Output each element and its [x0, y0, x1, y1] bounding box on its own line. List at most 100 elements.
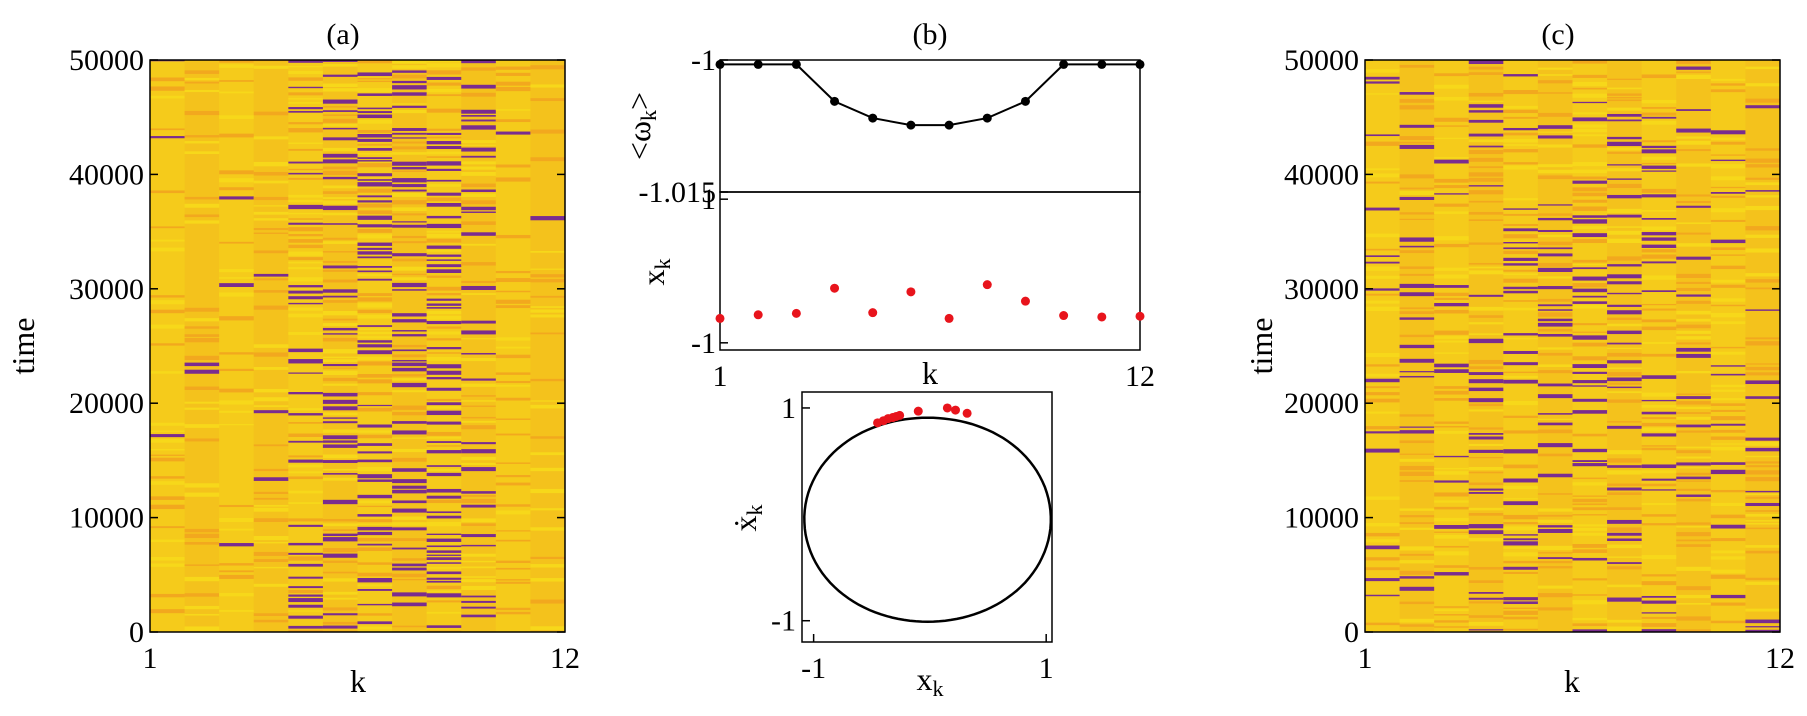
heat-stripe: [1399, 196, 1435, 200]
heat-stripe: [1468, 592, 1504, 594]
heat-stripe: [1434, 292, 1470, 297]
heat-stripe: [1503, 552, 1539, 557]
x-tick-label: 1: [713, 360, 728, 393]
heat-stripe: [184, 369, 220, 374]
heat-stripe: [1676, 140, 1712, 145]
heat-stripe: [1572, 295, 1608, 298]
heat-stripe: [1641, 464, 1677, 469]
heat-stripe: [1641, 326, 1677, 331]
heat-stripe: [150, 295, 186, 298]
panel-a-x-ticks: 1 12: [143, 642, 581, 675]
heat-stripe: [322, 176, 358, 180]
heat-column: [288, 60, 324, 632]
heat-stripe: [1434, 363, 1470, 368]
heat-stripe: [392, 362, 428, 367]
heat-stripe: [288, 233, 324, 237]
heat-stripe: [288, 251, 324, 256]
heat-stripe: [288, 227, 324, 232]
heat-stripe: [1468, 100, 1504, 103]
heat-stripe: [1607, 352, 1643, 357]
heat-stripe: [1468, 513, 1504, 516]
heat-stripe: [426, 132, 462, 135]
heat-stripe: [1710, 416, 1746, 421]
heat-stripe: [288, 285, 324, 288]
heat-stripe: [1641, 341, 1677, 344]
heat-stripe: [426, 311, 462, 315]
heat-stripe: [392, 378, 428, 381]
heat-stripe: [1676, 416, 1712, 420]
heat-stripe: [1641, 194, 1677, 198]
heat-stripe: [495, 418, 531, 420]
heat-stripe: [1572, 239, 1608, 244]
heat-stripe: [1607, 527, 1643, 532]
heat-stripe: [1399, 283, 1435, 288]
heat-stripe: [426, 307, 462, 309]
heat-stripe: [1537, 364, 1573, 367]
heat-stripe: [1468, 306, 1504, 311]
heat-stripe: [530, 309, 565, 313]
heat-stripe: [253, 171, 289, 176]
heat-stripe: [1745, 226, 1780, 231]
heat-stripe: [253, 367, 289, 370]
heat-stripe: [322, 137, 358, 141]
heat-stripe: [1745, 158, 1780, 163]
heat-stripe: [1572, 144, 1608, 148]
heat-stripe: [461, 400, 497, 402]
panel-a-frame: [149, 59, 566, 633]
heat-stripe: [392, 500, 428, 504]
heat-stripe: [357, 293, 393, 297]
heat-stripe: [150, 343, 186, 346]
heat-stripe: [1503, 208, 1539, 210]
heat-stripe: [1503, 464, 1539, 469]
heat-stripe: [288, 408, 324, 411]
heat-stripe: [1434, 455, 1470, 458]
heat-stripe: [1641, 503, 1677, 506]
heat-stripe: [288, 433, 324, 437]
heat-stripe: [1641, 616, 1677, 619]
heat-stripe: [1365, 81, 1401, 84]
heat-stripe: [253, 136, 289, 140]
heat-stripe: [1676, 222, 1712, 225]
heat-stripe: [426, 593, 462, 598]
heat-stripe: [1537, 347, 1573, 350]
heat-stripe: [1399, 344, 1435, 349]
heat-stripe: [1537, 519, 1573, 523]
heat-stripe: [392, 489, 428, 494]
x-tick-label: 12: [1125, 360, 1155, 393]
y-tick-label: 10000: [69, 502, 144, 535]
heat-stripe: [1745, 182, 1780, 186]
heat-stripe: [1607, 450, 1643, 455]
heat-stripe: [1572, 117, 1608, 122]
heat-stripe: [1745, 493, 1780, 495]
heat-stripe: [495, 131, 531, 135]
heat-stripe: [357, 138, 393, 142]
heat-stripe: [1468, 333, 1504, 336]
heat-stripe: [1537, 80, 1573, 84]
heat-column: [150, 60, 186, 632]
heat-stripe: [1537, 413, 1573, 415]
heat-stripe: [1503, 501, 1539, 506]
heat-stripe: [1710, 321, 1746, 325]
heat-stripe: [150, 438, 186, 443]
heat-stripe: [288, 257, 324, 261]
heat-stripe: [461, 491, 497, 494]
heat-stripe: [1503, 415, 1539, 418]
heat-stripe: [461, 280, 497, 283]
heat-stripe: [1710, 164, 1746, 169]
heat-stripe: [1503, 213, 1539, 216]
heat-stripe: [1676, 401, 1712, 405]
heat-stripe: [1399, 560, 1435, 564]
heat-stripe: [184, 438, 220, 442]
heat-stripe: [1468, 242, 1504, 245]
heat-stripe: [1399, 618, 1435, 623]
heat-stripe: [1434, 159, 1470, 164]
heat-stripe: [357, 407, 393, 412]
heat-stripe: [426, 577, 462, 580]
heat-stripe: [357, 256, 393, 259]
heat-stripe: [1676, 498, 1712, 502]
heat-stripe: [1607, 347, 1643, 350]
heat-stripe: [392, 273, 428, 276]
heat-stripe: [150, 430, 186, 433]
heat-stripe: [426, 352, 462, 354]
heat-stripe: [253, 535, 289, 541]
